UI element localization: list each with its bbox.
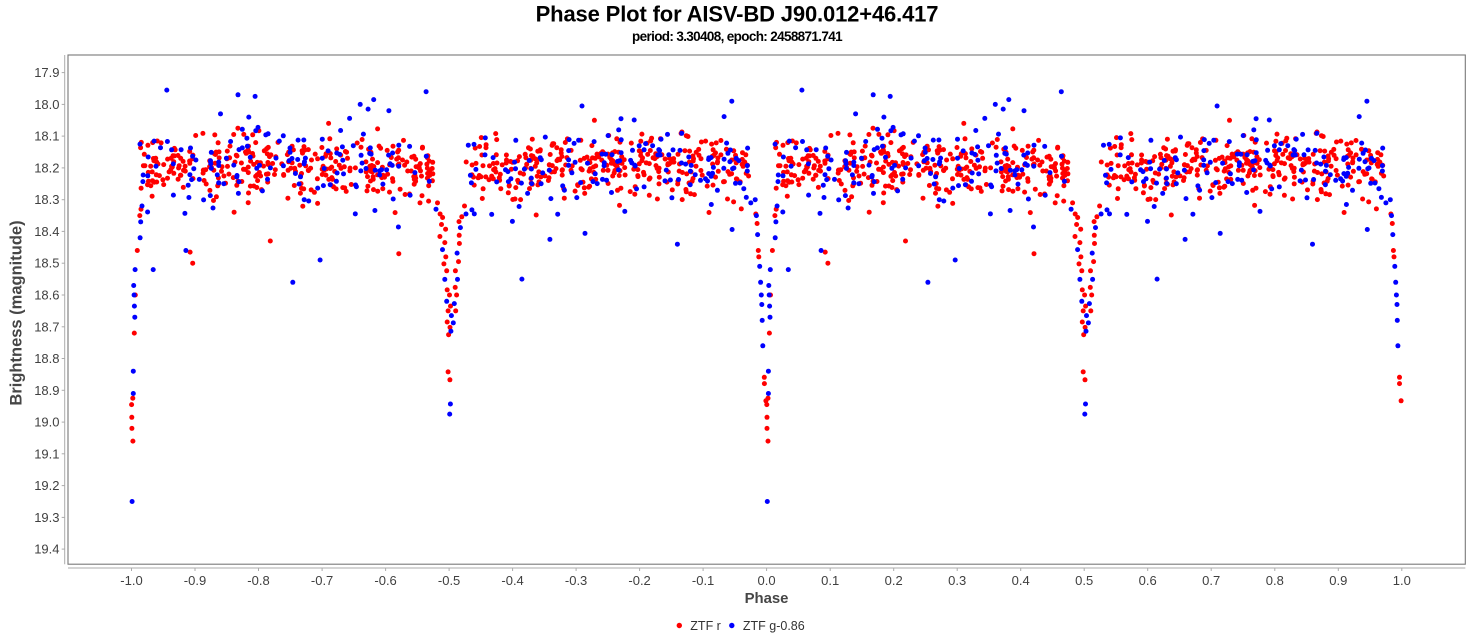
svg-text:-0.6: -0.6 [374, 573, 396, 588]
svg-text:0.4: 0.4 [1012, 573, 1030, 588]
svg-text:19.3: 19.3 [34, 510, 59, 525]
svg-text:18.1: 18.1 [34, 129, 59, 144]
svg-text:0.3: 0.3 [948, 573, 966, 588]
svg-text:19.1: 19.1 [34, 446, 59, 461]
svg-text:-0.4: -0.4 [501, 573, 523, 588]
svg-text:-0.5: -0.5 [438, 573, 460, 588]
svg-text:ZTF r: ZTF r [690, 619, 721, 633]
svg-text:Brightness (magnitude): Brightness (magnitude) [7, 220, 25, 405]
svg-text:18.6: 18.6 [34, 288, 59, 303]
svg-text:1.0: 1.0 [1393, 573, 1411, 588]
svg-text:-0.7: -0.7 [311, 573, 333, 588]
svg-text:19.4: 19.4 [34, 542, 59, 557]
svg-text:18.5: 18.5 [34, 256, 59, 271]
svg-text:18.9: 18.9 [34, 383, 59, 398]
svg-text:18.2: 18.2 [34, 160, 59, 175]
svg-text:0.5: 0.5 [1075, 573, 1093, 588]
svg-text:-0.8: -0.8 [247, 573, 269, 588]
svg-text:18.3: 18.3 [34, 192, 59, 207]
svg-text:19.2: 19.2 [34, 478, 59, 493]
svg-text:Phase Plot for AISV-BD J90.012: Phase Plot for AISV-BD J90.012+46.417 [536, 1, 939, 26]
svg-text:-1.0: -1.0 [120, 573, 142, 588]
svg-text:-0.3: -0.3 [565, 573, 587, 588]
svg-text:18.8: 18.8 [34, 351, 59, 366]
svg-text:18.0: 18.0 [34, 97, 59, 112]
svg-text:-0.1: -0.1 [692, 573, 714, 588]
svg-text:ZTF g-0.86: ZTF g-0.86 [743, 619, 805, 633]
svg-text:18.7: 18.7 [34, 319, 59, 334]
svg-text:-0.2: -0.2 [628, 573, 650, 588]
svg-text:-0.9: -0.9 [184, 573, 206, 588]
svg-text:0.8: 0.8 [1266, 573, 1284, 588]
svg-text:17.9: 17.9 [34, 65, 59, 80]
svg-text:0.7: 0.7 [1202, 573, 1220, 588]
svg-text:19.0: 19.0 [34, 415, 59, 430]
svg-text:0.1: 0.1 [821, 573, 839, 588]
svg-text:0.0: 0.0 [758, 573, 776, 588]
svg-text:period: 3.30408, epoch: 245887: period: 3.30408, epoch: 2458871.741 [632, 29, 843, 44]
svg-text:0.9: 0.9 [1329, 573, 1347, 588]
svg-text:18.4: 18.4 [34, 224, 59, 239]
svg-text:0.6: 0.6 [1139, 573, 1157, 588]
svg-text:Phase: Phase [745, 591, 789, 607]
svg-text:0.2: 0.2 [885, 573, 903, 588]
